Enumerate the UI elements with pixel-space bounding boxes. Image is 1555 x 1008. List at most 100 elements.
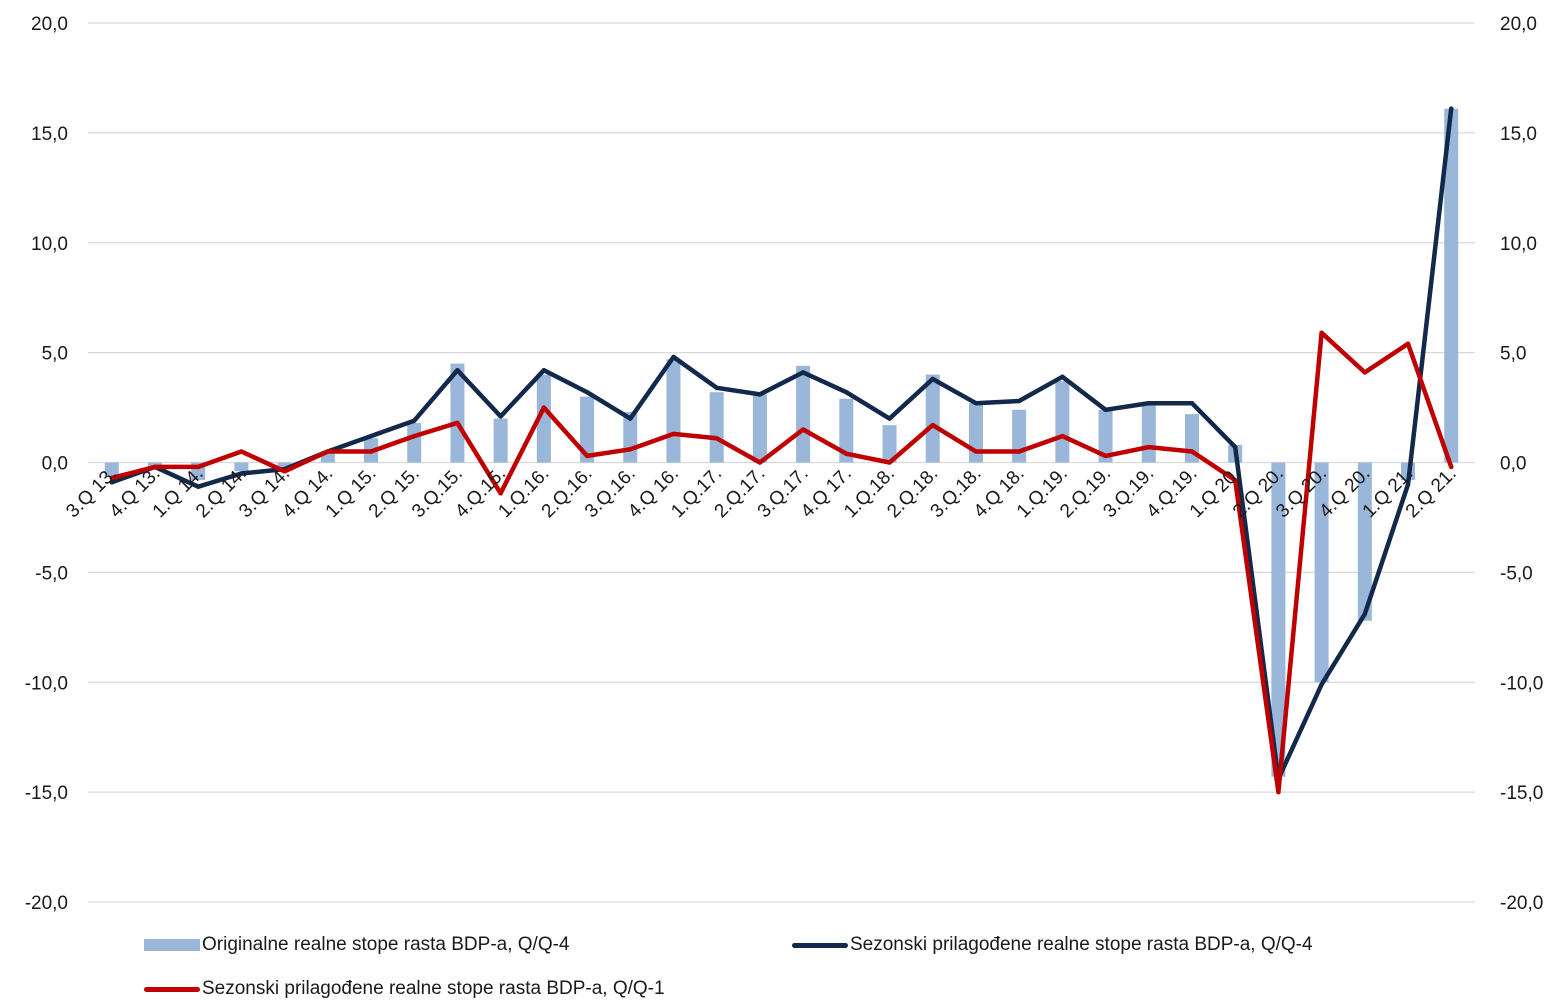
point-red xyxy=(973,449,979,454)
bar xyxy=(493,418,508,463)
point-navy xyxy=(1232,444,1238,450)
bar xyxy=(1012,409,1027,463)
legend-item-red: Sezonski prilagođene realne stope rasta … xyxy=(144,978,665,1000)
bar xyxy=(1444,108,1459,463)
point-navy xyxy=(368,433,374,439)
legend-label-red: Sezonski prilagođene realne stope rasta … xyxy=(202,978,665,999)
point-navy xyxy=(541,368,547,373)
y-tick-label-left: 15,0 xyxy=(31,124,68,145)
point-red xyxy=(152,464,158,470)
point-red xyxy=(325,449,331,454)
bar xyxy=(796,365,811,463)
bar xyxy=(839,398,854,463)
legend: Originalne realne stope rasta BDP-a, Q/Q… xyxy=(0,928,1555,1008)
bar xyxy=(1141,403,1156,463)
point-red xyxy=(195,464,201,470)
gridlines xyxy=(88,22,1475,903)
y-tick-label-left: -10,0 xyxy=(25,673,68,694)
point-red xyxy=(714,436,719,441)
point-navy xyxy=(1016,398,1022,404)
bar xyxy=(752,394,767,463)
bar xyxy=(882,425,897,463)
point-red xyxy=(757,460,763,465)
bar xyxy=(104,462,119,476)
point-navy xyxy=(930,376,935,382)
point-red xyxy=(844,451,849,456)
x-axis-labels: 3.Q 13.4.Q 13.1.Q 14.2.Q 14.3.Q 14.4.Q 1… xyxy=(62,463,1460,522)
legend-swatch-navy xyxy=(792,942,848,948)
point-red xyxy=(1103,453,1108,459)
y-tick-label-left: -15,0 xyxy=(25,783,68,804)
point-red xyxy=(887,460,892,465)
bar xyxy=(1055,381,1070,463)
bar xyxy=(450,363,465,463)
point-navy xyxy=(1319,682,1324,687)
point-red xyxy=(1232,477,1238,483)
right-y-axis: -20,0 -15,0 -10,0 -5,0 0,0 5,0 10,0 15,0 20,0 xyxy=(1500,14,1543,914)
y-tick-label-left: -20,0 xyxy=(25,893,68,914)
point-navy xyxy=(1189,400,1195,406)
point-navy xyxy=(757,392,763,397)
point-red xyxy=(930,422,935,428)
y-tick-label-left: 20,0 xyxy=(31,14,68,35)
point-red xyxy=(1016,449,1022,454)
point-navy xyxy=(1146,400,1151,406)
y-tick-label-right: -15,0 xyxy=(1500,783,1543,804)
bar xyxy=(320,451,335,463)
line-series-navy xyxy=(109,106,1454,782)
point-navy xyxy=(1103,407,1108,412)
point-red xyxy=(455,420,460,426)
point-red xyxy=(584,453,590,459)
point-red xyxy=(1319,330,1324,336)
point-red xyxy=(368,449,374,454)
point-navy xyxy=(195,484,201,489)
point-navy xyxy=(109,480,114,485)
y-tick-label-left: 5,0 xyxy=(42,344,68,365)
y-tick-label-left: -5,0 xyxy=(35,563,68,584)
point-red xyxy=(1060,433,1065,439)
line-series-red xyxy=(109,330,1454,795)
y-tick-label-right: 15,0 xyxy=(1500,124,1537,145)
bar xyxy=(407,422,422,463)
point-red xyxy=(541,405,547,410)
y-tick-label-right: 20,0 xyxy=(1500,14,1537,35)
point-navy xyxy=(455,368,460,373)
y-tick-label-right: -20,0 xyxy=(1500,893,1543,914)
bar xyxy=(277,462,292,470)
point-navy xyxy=(887,416,892,421)
point-red xyxy=(1146,444,1151,450)
point-red xyxy=(282,469,287,474)
bar xyxy=(709,392,724,463)
bar xyxy=(536,374,551,463)
point-navy xyxy=(714,385,719,390)
y-tick-label-right: 10,0 xyxy=(1500,234,1537,255)
point-navy xyxy=(498,414,503,419)
point-red xyxy=(1405,341,1411,347)
point-navy xyxy=(628,416,633,421)
bar xyxy=(580,396,595,463)
bar-series xyxy=(104,108,1459,777)
legend-label-bars: Originalne realne stope rasta BDP-a, Q/Q… xyxy=(202,934,570,955)
bar xyxy=(666,359,681,463)
bar xyxy=(1357,462,1372,621)
legend-swatch-bars xyxy=(144,939,200,951)
point-red xyxy=(671,431,676,437)
y-tick-label-left: 0,0 xyxy=(42,454,68,475)
point-red xyxy=(109,475,114,481)
bar xyxy=(925,374,940,463)
point-red xyxy=(628,447,633,452)
y-tick-label-right: 5,0 xyxy=(1500,344,1526,365)
left-y-axis: -20,0 -15,0 -10,0 -5,0 0,0 5,0 10,0 15,0 20,0 xyxy=(25,14,68,914)
point-navy xyxy=(1449,106,1454,111)
point-navy xyxy=(412,418,417,423)
point-navy xyxy=(584,389,590,395)
point-navy xyxy=(800,370,806,375)
point-navy xyxy=(844,389,849,395)
bar xyxy=(234,462,249,472)
point-navy xyxy=(973,400,979,406)
point-red xyxy=(1362,370,1368,375)
point-navy xyxy=(239,471,244,476)
point-red xyxy=(800,427,806,432)
line-series xyxy=(109,106,1454,795)
